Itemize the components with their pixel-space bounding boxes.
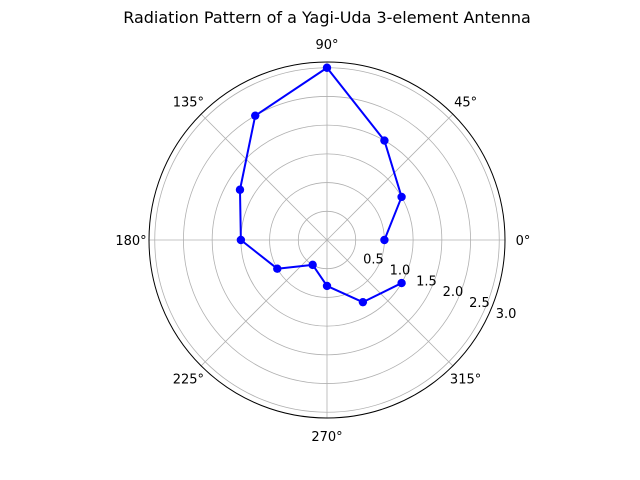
radial-tick-label: 1.5 (416, 274, 437, 289)
polar-grid (149, 62, 505, 418)
data-point (322, 63, 332, 72)
radial-tick-label: 0.5 (363, 252, 384, 267)
data-point (397, 278, 406, 288)
angle-gridline (200, 239, 328, 367)
data-point (380, 235, 389, 245)
polar-frame (148, 61, 506, 419)
data-point (358, 297, 368, 307)
radial-tick-label: 3.0 (496, 307, 517, 322)
series-layer (235, 63, 406, 307)
angle-gridline (200, 113, 328, 241)
chart-title: Radiation Pattern of a Yagi-Uda 3-elemen… (123, 8, 531, 27)
angle-gridline (326, 113, 454, 241)
data-point (380, 136, 389, 145)
angle-tick-label: 315° (450, 373, 481, 388)
angle-tick-label: 90° (315, 38, 338, 53)
data-point (251, 111, 260, 120)
angle-tick-label: 0° (516, 234, 531, 249)
data-point (322, 281, 332, 291)
series-line (238, 66, 403, 304)
angle-tick-label: 225° (173, 373, 204, 388)
angle-tick-label: 135° (173, 95, 204, 110)
data-point (236, 235, 246, 245)
angle-gridline (326, 239, 454, 367)
data-point (308, 260, 317, 270)
data-point (273, 264, 282, 273)
angle-tick-labels: 0° 45° 90° 135° 180° 225° 270° 315° (115, 38, 530, 445)
radial-tick-label: 2.0 (443, 285, 464, 300)
angle-tick-label: 270° (311, 430, 342, 445)
radial-tick-labels: 0.5 1.0 1.5 2.0 2.5 3.0 (363, 252, 516, 322)
data-point (397, 192, 406, 202)
angle-tick-label: 45° (454, 95, 477, 110)
angle-tick-label: 180° (115, 234, 146, 249)
data-point (235, 185, 245, 194)
radial-tick-label: 1.0 (390, 263, 411, 278)
radial-tick-label: 2.5 (469, 296, 490, 311)
